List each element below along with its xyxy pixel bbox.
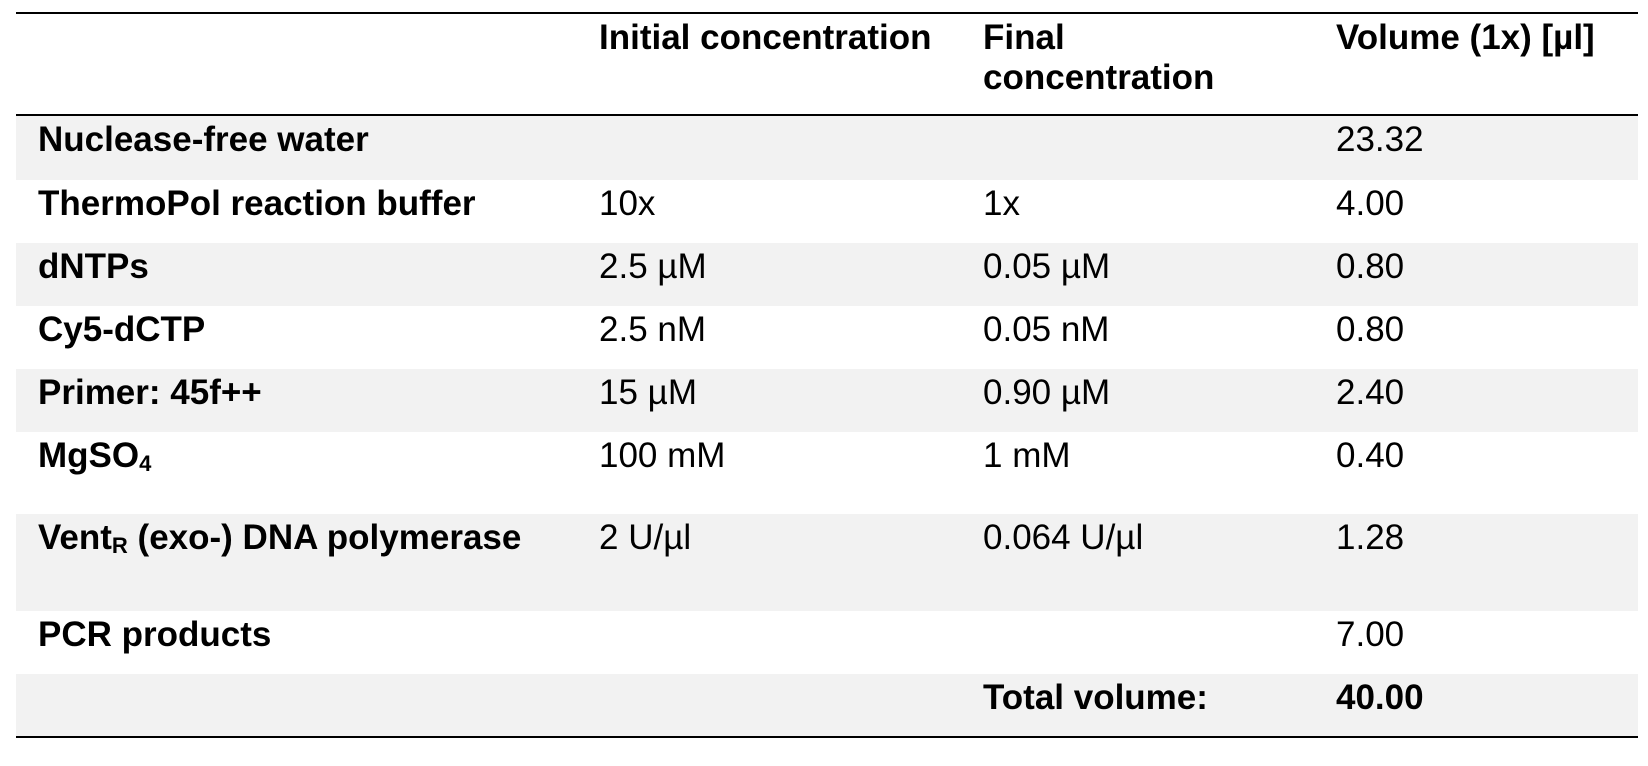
cell-text: 0.90 µM [983, 373, 1111, 412]
label-subscript: R [111, 533, 128, 558]
table-row: PCR products 7.00 [16, 611, 1638, 674]
row-label: dNTPs [16, 243, 577, 306]
cell-text: 2.5 µM [599, 247, 707, 286]
table-cell: 100 mM [577, 432, 961, 514]
cell-text: 10x [599, 184, 656, 223]
reagent-table: Initial concentration Final concentratio… [16, 12, 1638, 738]
row-label: Primer: 45f++ [16, 369, 577, 432]
label-text: MgSO [38, 436, 140, 475]
total-value: 40.00 [1314, 674, 1638, 738]
table-cell: 2.40 [1314, 369, 1638, 432]
cell-text: 0.80 [1336, 310, 1405, 349]
table-cell: 2.5 µM [577, 243, 961, 306]
table-cell: 2 U/µl [577, 514, 961, 611]
label-text: Vent [38, 518, 112, 557]
cell-text: 7.00 [1336, 615, 1405, 654]
cell-text: 15 µM [599, 373, 697, 412]
cell-text: 0.80 [1336, 247, 1405, 286]
table-cell: 1.28 [1314, 514, 1638, 611]
label-text: PCR products [38, 615, 272, 654]
table-cell: 23.32 [1314, 115, 1638, 180]
row-label: VentR (exo-) DNA polymerase [16, 514, 577, 611]
cell-text: 0.40 [1336, 436, 1405, 475]
table-cell: 4.00 [1314, 180, 1638, 243]
cell-text: 0.05 µM [983, 247, 1111, 286]
table-cell: 15 µM [577, 369, 961, 432]
table-body: Nuclease-free water 23.32 ThermoPol reacti… [16, 115, 1638, 738]
cell-text: 1x [983, 184, 1020, 223]
row-label: Cy5-dCTP [16, 306, 577, 369]
table-cell: 0.90 µM [961, 369, 1314, 432]
label-text: Cy5-dCTP [38, 310, 206, 349]
cell-text: 2 U/µl [599, 518, 692, 557]
table-cell: 0.05 nM [961, 306, 1314, 369]
cell-text: 2.5 nM [599, 310, 706, 349]
cell-text: 1.28 [1336, 518, 1405, 557]
header-cell: Final concentration [961, 12, 1314, 116]
total-row: Total volume: 40.00 [16, 674, 1638, 738]
label-text: Nuclease-free water [38, 120, 369, 159]
cell-text: 0.064 U/µl [983, 518, 1144, 557]
table-row: Nuclease-free water 23.32 [16, 115, 1638, 180]
cell-text: 1 mM [983, 436, 1071, 475]
table-cell [961, 611, 1314, 674]
table-header: Initial concentration Final concentratio… [16, 12, 1638, 116]
table-cell: 7.00 [1314, 611, 1638, 674]
row-label: Nuclease-free water [16, 115, 577, 180]
table-cell [16, 674, 577, 738]
cell-text: 23.32 [1336, 120, 1424, 159]
table-cell: 0.40 [1314, 432, 1638, 514]
table-row: MgSO4 100 mM 1 mM 0.40 [16, 432, 1638, 514]
cell-text: 4.00 [1336, 184, 1405, 223]
label-subscript: 4 [139, 451, 152, 476]
table-row: ThermoPol reaction buffer 10x 1x 4.00 [16, 180, 1638, 243]
header-cell: Initial concentration [577, 12, 961, 116]
label-text: dNTPs [38, 247, 149, 286]
table-cell [577, 611, 961, 674]
total-label: Total volume: [961, 674, 1314, 738]
table-cell: 0.80 [1314, 243, 1638, 306]
table-cell: 1x [961, 180, 1314, 243]
label-text: Primer: 45f++ [38, 373, 262, 412]
table-cell: 2.5 nM [577, 306, 961, 369]
cell-text: 0.05 nM [983, 310, 1110, 349]
label-text: ThermoPol reaction buffer [38, 184, 476, 223]
table-cell: 0.05 µM [961, 243, 1314, 306]
table-row: dNTPs 2.5 µM 0.05 µM 0.80 [16, 243, 1638, 306]
table-cell [577, 115, 961, 180]
table-cell: 1 mM [961, 432, 1314, 514]
cell-text: 100 mM [599, 436, 726, 475]
table-cell [961, 115, 1314, 180]
row-label: ThermoPol reaction buffer [16, 180, 577, 243]
table-cell: 0.80 [1314, 306, 1638, 369]
label-text: (exo-) DNA polymerase [127, 518, 522, 557]
table-cell: 0.064 U/µl [961, 514, 1314, 611]
row-label: MgSO4 [16, 432, 577, 514]
cell-text: 2.40 [1336, 373, 1405, 412]
table-cell [577, 674, 961, 738]
table-row: VentR (exo-) DNA polymerase 2 U/µl 0.064 U… [16, 514, 1638, 611]
header-cell [16, 12, 577, 116]
header-row: Initial concentration Final concentratio… [16, 12, 1638, 116]
table-row: Cy5-dCTP 2.5 nM 0.05 nM 0.80 [16, 306, 1638, 369]
table-cell: 10x [577, 180, 961, 243]
header-cell: Volume (1x) [µl] [1314, 12, 1638, 116]
table-row: Primer: 45f++ 15 µM 0.90 µM 2.40 [16, 369, 1638, 432]
row-label: PCR products [16, 611, 577, 674]
